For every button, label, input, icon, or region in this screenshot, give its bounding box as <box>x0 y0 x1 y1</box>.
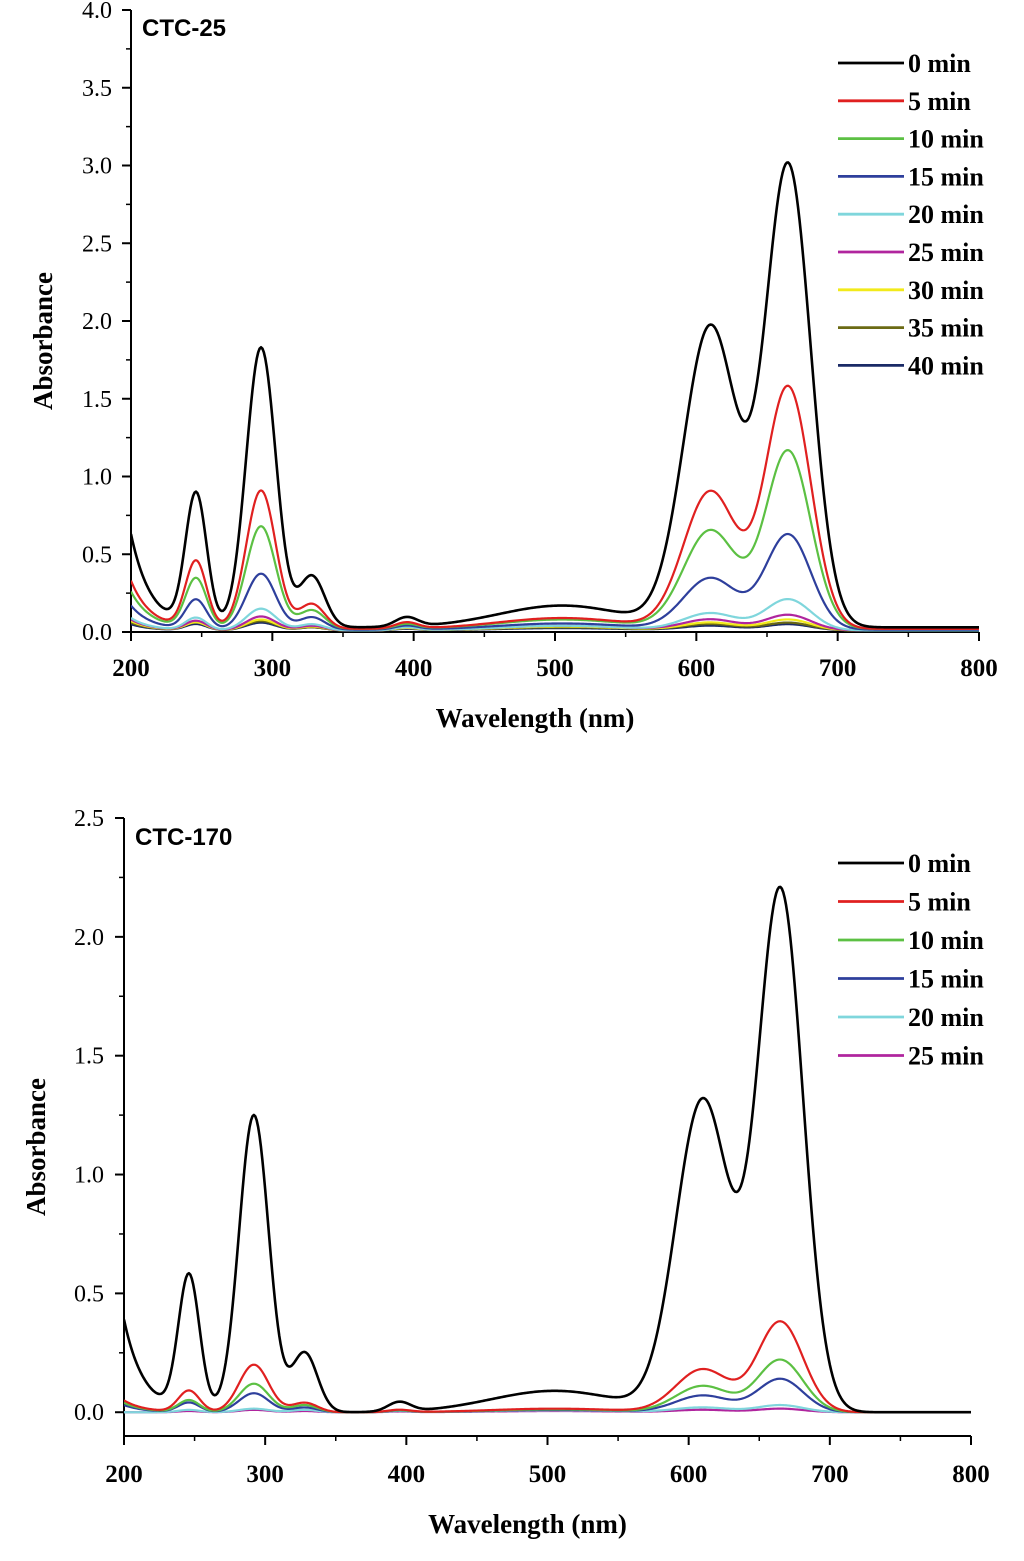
x-tick-label: 500 <box>536 655 574 682</box>
series-line-10-min <box>124 1358 971 1414</box>
series-line-0-min <box>131 161 979 629</box>
legend-label-20-min: 20 min <box>908 1003 984 1032</box>
legend-label-35-min: 35 min <box>908 314 984 343</box>
y-tick-label: 3.0 <box>82 154 112 180</box>
y-tick-label: 0.5 <box>74 1281 104 1307</box>
x-tick-label: 400 <box>388 1461 426 1488</box>
series-line-10-min <box>131 449 979 630</box>
legend-label-40-min: 40 min <box>908 351 984 380</box>
x-tick-label: 700 <box>819 655 857 682</box>
x-tick-label: 600 <box>678 655 716 682</box>
legend: 0 min 5 min 10 min 15 min 20 min 25 min 30 min… <box>838 49 984 380</box>
y-axis-title: Absorbance <box>21 1078 51 1216</box>
legend-label-25-min: 25 min <box>908 238 984 267</box>
legend-label-15-min: 15 min <box>908 162 984 191</box>
legend-label-20-min: 20 min <box>908 200 984 229</box>
panel-label: CTC-170 <box>135 824 232 851</box>
x-tick-label: 200 <box>112 655 150 682</box>
legend-label-15-min: 15 min <box>908 965 984 994</box>
y-tick-label: 4.0 <box>82 0 112 24</box>
legend-label-10-min: 10 min <box>908 926 984 955</box>
y-tick-label: 1.5 <box>74 1044 104 1070</box>
series-line-15-min <box>131 532 979 631</box>
x-tick-label: 300 <box>254 655 292 682</box>
legend-label-5-min: 5 min <box>908 888 971 917</box>
x-tick-label: 300 <box>246 1461 284 1488</box>
x-tick-label: 400 <box>395 655 433 682</box>
series-line-5-min <box>124 1320 971 1414</box>
series-line-20-min <box>131 597 979 632</box>
y-tick-label: 0.0 <box>74 1400 104 1426</box>
chart-panel-ctc-25: 200 300 400 500 600 700 800 0.0 0.5 1.0 1.5 2.0 2.5 3… <box>28 0 998 733</box>
y-tick-label: 2.0 <box>74 925 104 951</box>
y-tick-label: 2.5 <box>82 231 112 257</box>
x-axis-title: Wavelength (nm) <box>428 1509 627 1539</box>
y-tick-label: 1.5 <box>82 387 112 413</box>
chart-panel-ctc-170: 200 300 400 500 600 700 800 0.0 0.5 1.0 1.5 2.0 2.5 W… <box>21 806 990 1539</box>
y-tick-label: 2.0 <box>82 309 112 335</box>
x-tick-label: 500 <box>529 1461 567 1488</box>
x-tick-label: 600 <box>670 1461 708 1488</box>
x-axis-title: Wavelength (nm) <box>436 703 635 733</box>
x-tick-label: 700 <box>811 1461 849 1488</box>
series-line-0-min <box>124 885 971 1414</box>
series-group <box>131 161 979 632</box>
y-tick-label: 0.5 <box>82 542 112 568</box>
legend-label-25-min: 25 min <box>908 1042 984 1071</box>
x-tick-label: 200 <box>105 1461 143 1488</box>
legend-label-30-min: 30 min <box>908 276 984 305</box>
y-tick-label: 1.0 <box>74 1163 104 1189</box>
legend: 0 min 5 min 10 min 15 min 20 min 25 min <box>838 849 984 1071</box>
y-axis-title: Absorbance <box>28 272 58 410</box>
y-tick-label: 2.5 <box>74 806 104 832</box>
legend-label-0-min: 0 min <box>908 49 971 78</box>
panel-label: CTC-25 <box>142 15 226 42</box>
x-tick-label: 800 <box>952 1461 990 1488</box>
y-tick-label: 1.0 <box>82 465 112 491</box>
legend-label-0-min: 0 min <box>908 849 971 878</box>
legend-label-5-min: 5 min <box>908 87 971 116</box>
legend-label-10-min: 10 min <box>908 125 984 154</box>
series-group <box>124 885 971 1414</box>
y-tick-label: 3.5 <box>82 76 112 102</box>
series-line-5-min <box>131 384 979 630</box>
y-tick-label: 0.0 <box>82 620 112 646</box>
x-tick-label: 800 <box>960 655 998 682</box>
